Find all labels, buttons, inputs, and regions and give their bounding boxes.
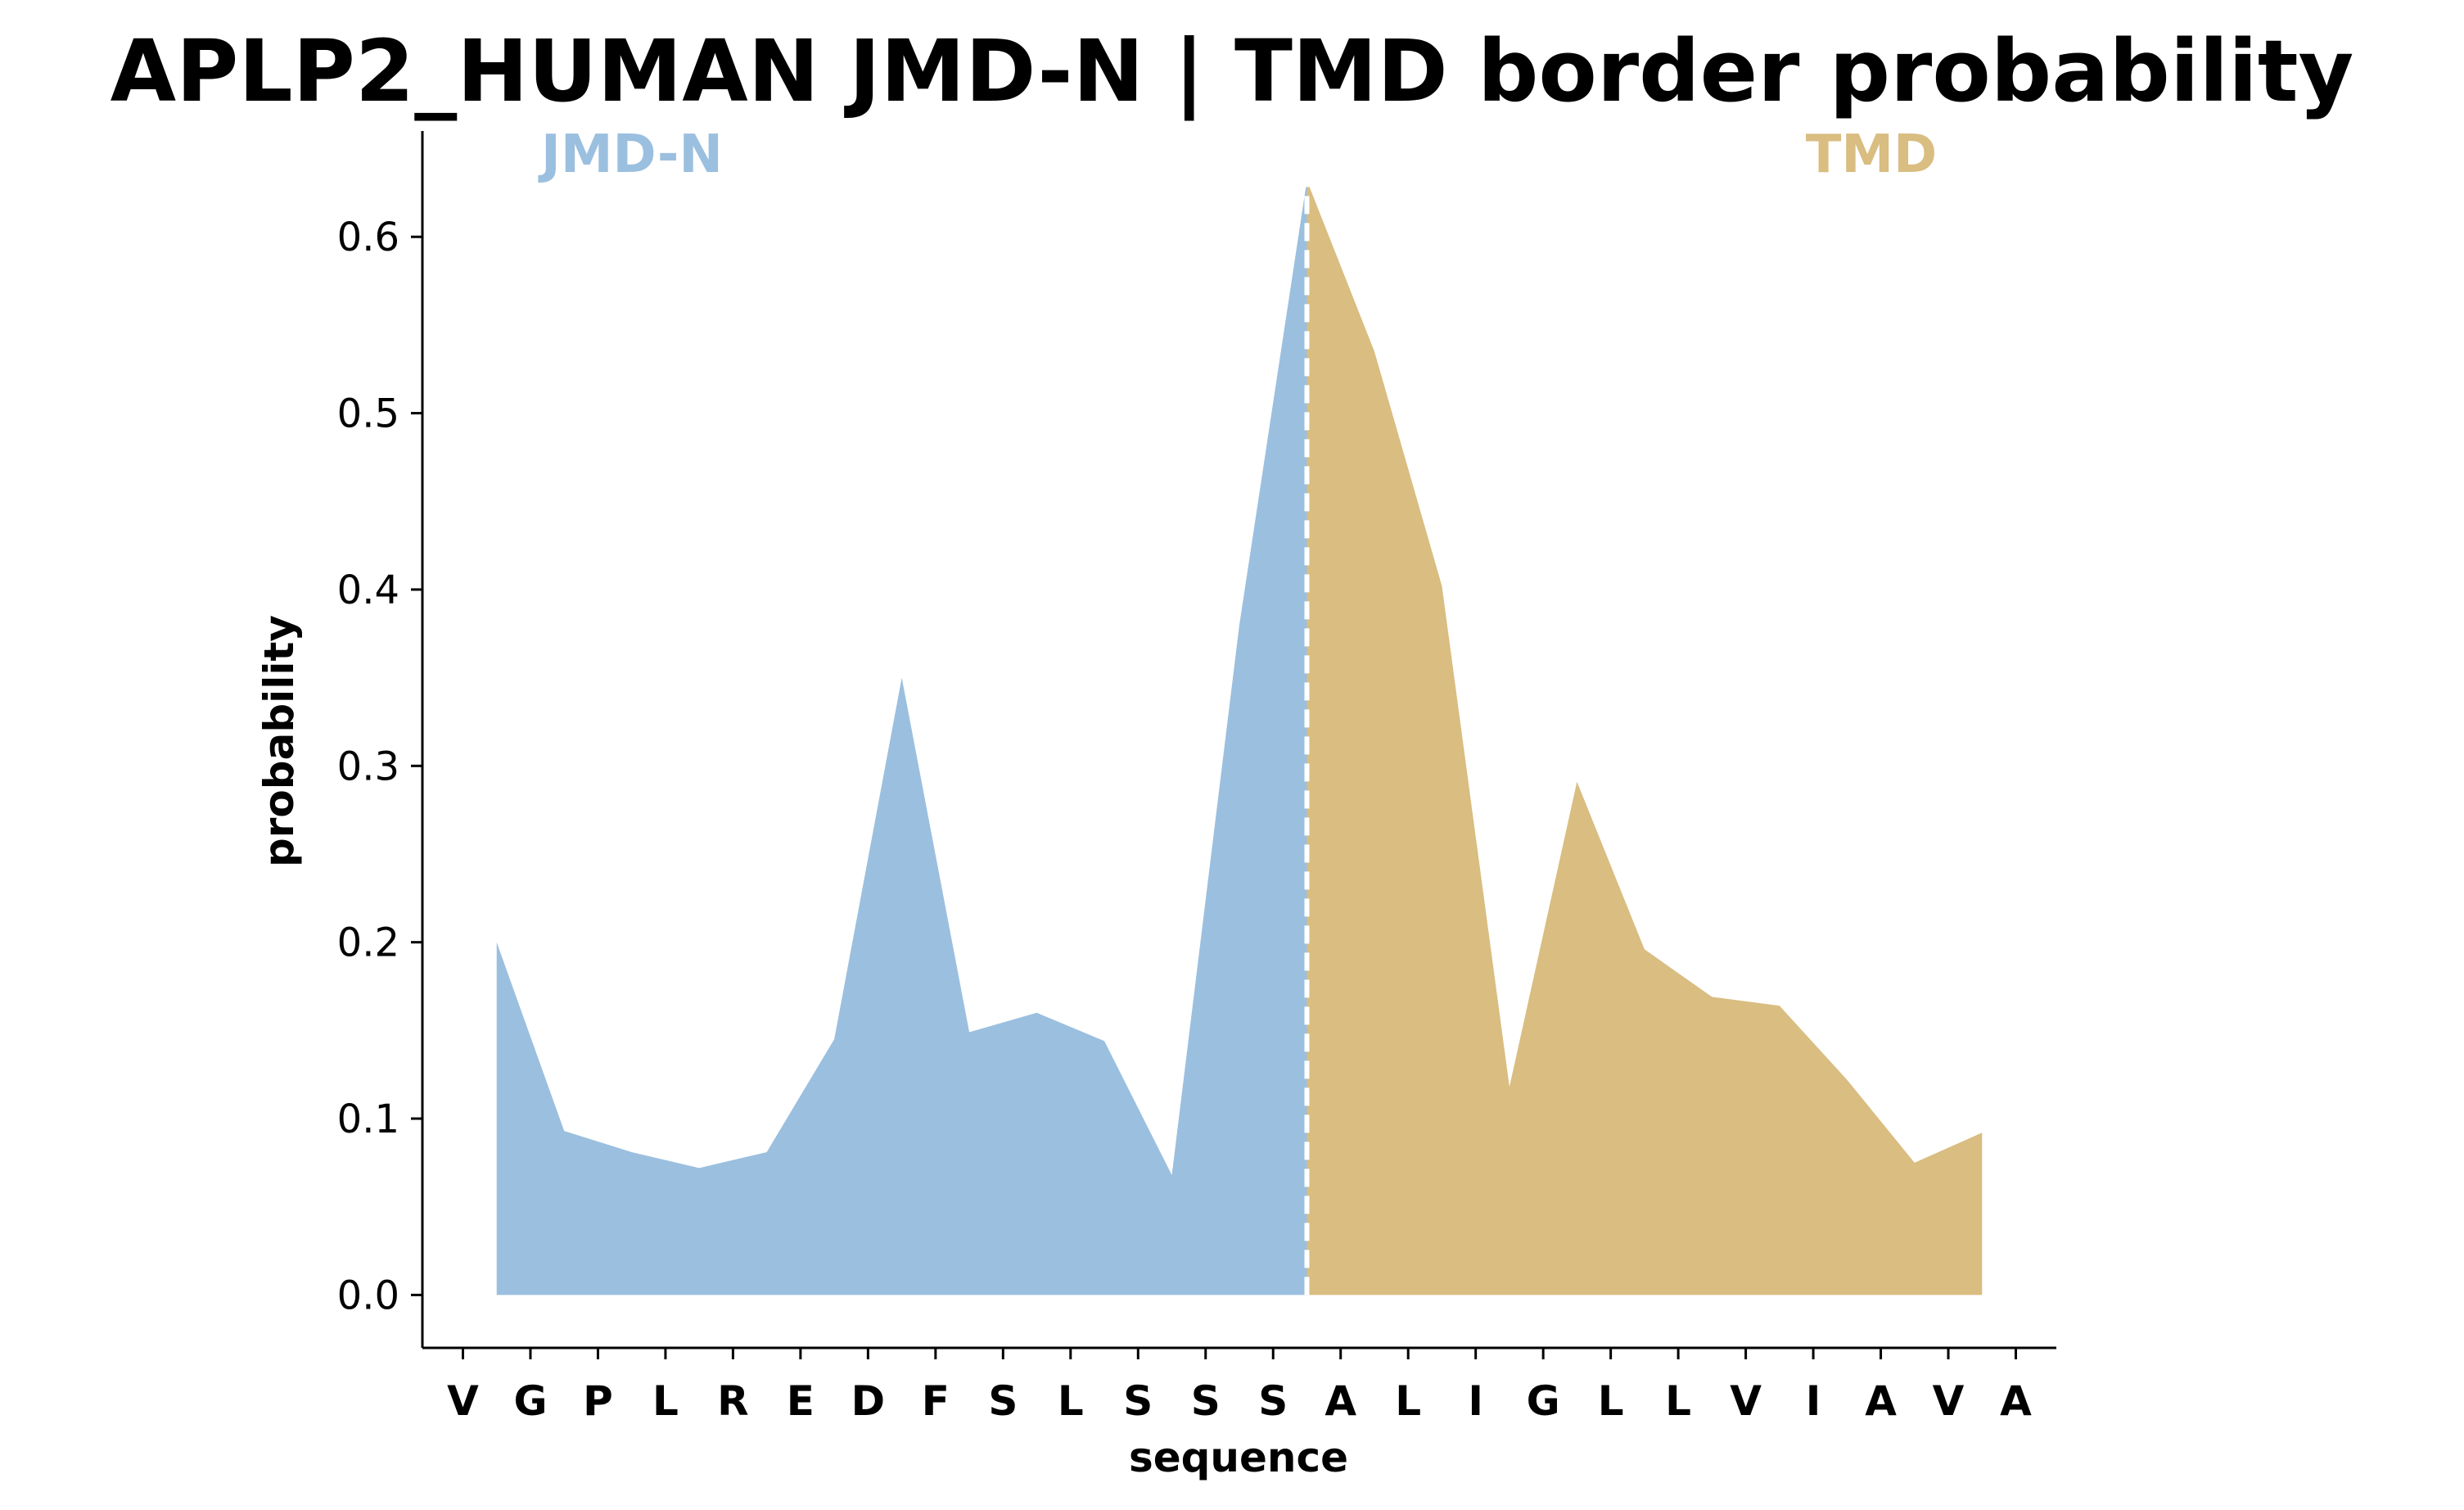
- x-tick-label: R: [717, 1377, 749, 1425]
- region-label-tmd: TMD: [1806, 124, 1937, 185]
- x-axis-label: sequence: [1129, 1434, 1348, 1481]
- x-tick-label: S: [988, 1377, 1018, 1425]
- area-tmd: [1306, 180, 1983, 1295]
- plot-areas: [496, 180, 1983, 1295]
- x-tick-label: G: [513, 1377, 547, 1425]
- y-ticks: 0.0 0.1 0.2 0.3 0.4 0.5 0.6: [337, 215, 422, 1318]
- x-tick-label: S: [1258, 1377, 1288, 1425]
- x-tick-label: L: [652, 1377, 679, 1425]
- x-tick-label: V: [447, 1377, 479, 1425]
- area-jmd-n: [496, 180, 1307, 1295]
- x-tick-label: D: [851, 1377, 886, 1425]
- x-tick-label: A: [1865, 1377, 1897, 1425]
- y-tick-label: 0.0: [337, 1273, 399, 1318]
- x-tick-label: P: [583, 1377, 613, 1425]
- x-tick-label: I: [1468, 1377, 1483, 1425]
- x-tick-label: S: [1191, 1377, 1221, 1425]
- x-tick-label: I: [1806, 1377, 1821, 1425]
- y-tick-label: 0.6: [337, 215, 399, 260]
- x-tick-label: V: [1933, 1377, 1965, 1425]
- x-tick-label: E: [787, 1377, 815, 1425]
- x-tick-label: A: [1325, 1377, 1356, 1425]
- y-tick-label: 0.3: [337, 744, 399, 789]
- x-tick-label: L: [1395, 1377, 1421, 1425]
- x-tick-label: L: [1665, 1377, 1691, 1425]
- region-label-jmd-n: JMD-N: [538, 124, 723, 185]
- y-tick-label: 0.1: [337, 1096, 399, 1142]
- x-tick-label: V: [1730, 1377, 1762, 1425]
- x-tick-label: F: [922, 1377, 950, 1425]
- y-tick-label: 0.2: [337, 920, 399, 966]
- y-tick-label: 0.5: [337, 391, 399, 437]
- x-tick-label: L: [1058, 1377, 1084, 1425]
- y-tick-label: 0.4: [337, 567, 399, 613]
- x-tick-label: S: [1123, 1377, 1153, 1425]
- chart-title: APLP2_HUMAN JMD-N | TMD border probabili…: [111, 21, 2354, 121]
- x-tick-label: G: [1527, 1377, 1560, 1425]
- x-tick-label: A: [2000, 1377, 2032, 1425]
- x-tick-label: L: [1598, 1377, 1624, 1425]
- y-axis-label: probability: [255, 615, 303, 867]
